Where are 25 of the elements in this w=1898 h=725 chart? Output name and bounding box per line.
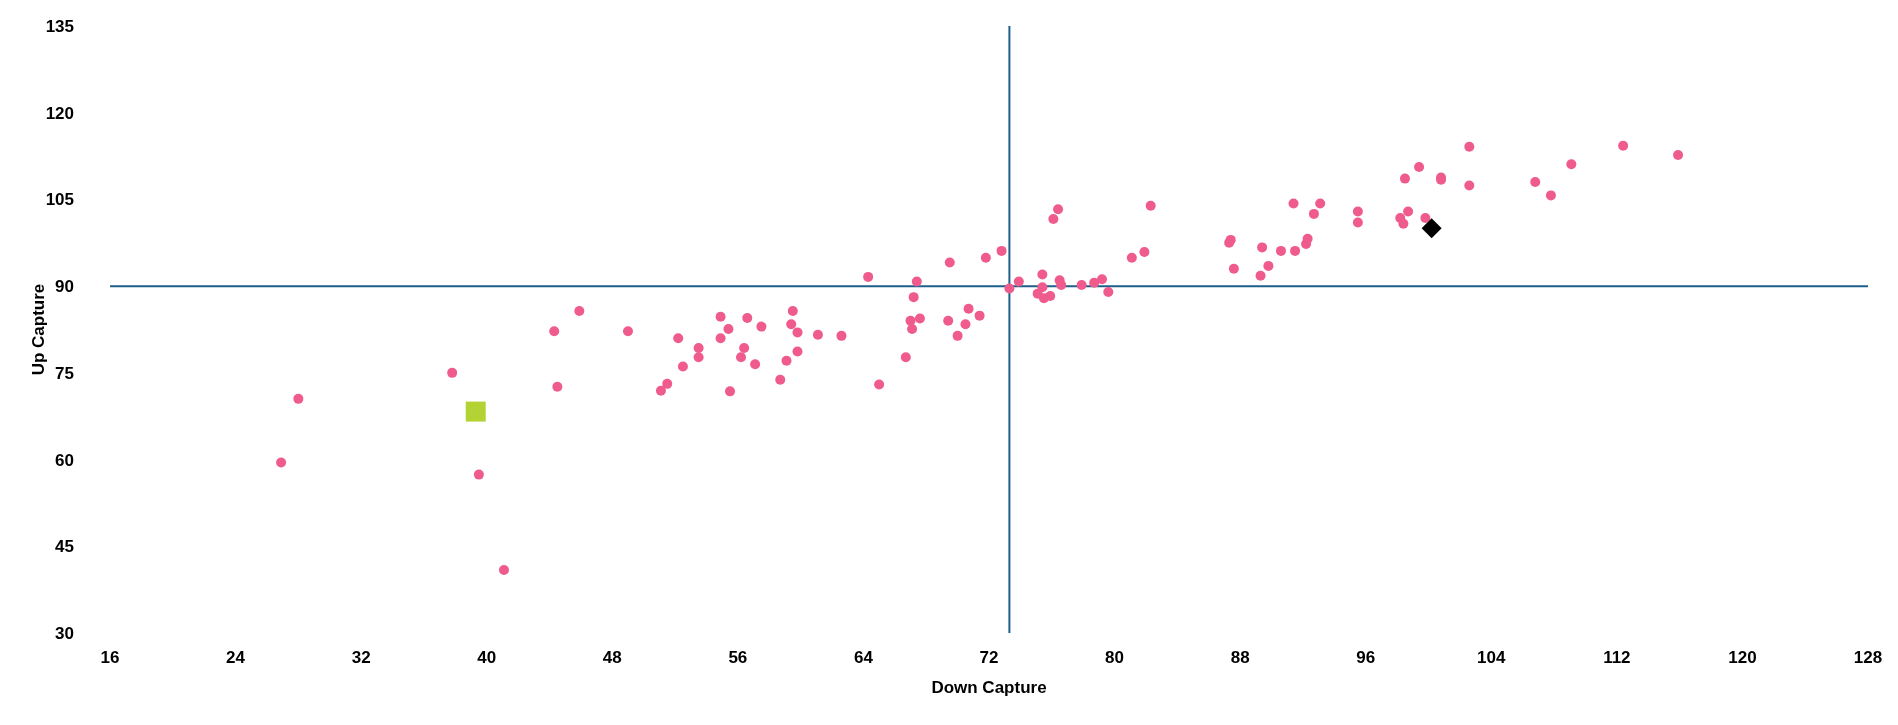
y-tick-label: 135 bbox=[45, 17, 74, 37]
x-tick-label: 112 bbox=[1603, 648, 1631, 668]
y-tick-label: 105 bbox=[45, 190, 74, 210]
x-tick-label: 64 bbox=[853, 648, 874, 668]
y-tick-label: 75 bbox=[55, 363, 74, 383]
y-tick-label: 60 bbox=[55, 450, 74, 470]
x-tick-label: 48 bbox=[602, 648, 622, 668]
x-tick-label: 56 bbox=[728, 648, 748, 668]
y-tick-label: 90 bbox=[55, 277, 74, 297]
y-tick-label: 30 bbox=[55, 624, 74, 644]
y-tick-label: 45 bbox=[55, 537, 74, 557]
x-tick-label: 16 bbox=[100, 648, 120, 668]
x-tick-label: 80 bbox=[1105, 648, 1125, 668]
x-tick-label: 120 bbox=[1728, 648, 1757, 668]
x-tick-label: 104 bbox=[1477, 648, 1507, 668]
x-tick-label: 40 bbox=[477, 648, 497, 668]
x-tick-label: 96 bbox=[1356, 648, 1376, 668]
x-tick-label: 32 bbox=[351, 648, 371, 668]
x-axis-title: Down Capture bbox=[931, 678, 1047, 697]
x-tick-label: 88 bbox=[1230, 648, 1250, 668]
x-tick-label: 72 bbox=[979, 648, 999, 668]
y-tick-label: 120 bbox=[45, 103, 74, 123]
x-tick-label: 24 bbox=[226, 648, 246, 668]
x-tick-label: 128 bbox=[1853, 648, 1883, 668]
y-axis-title: Up Capture bbox=[29, 283, 49, 376]
